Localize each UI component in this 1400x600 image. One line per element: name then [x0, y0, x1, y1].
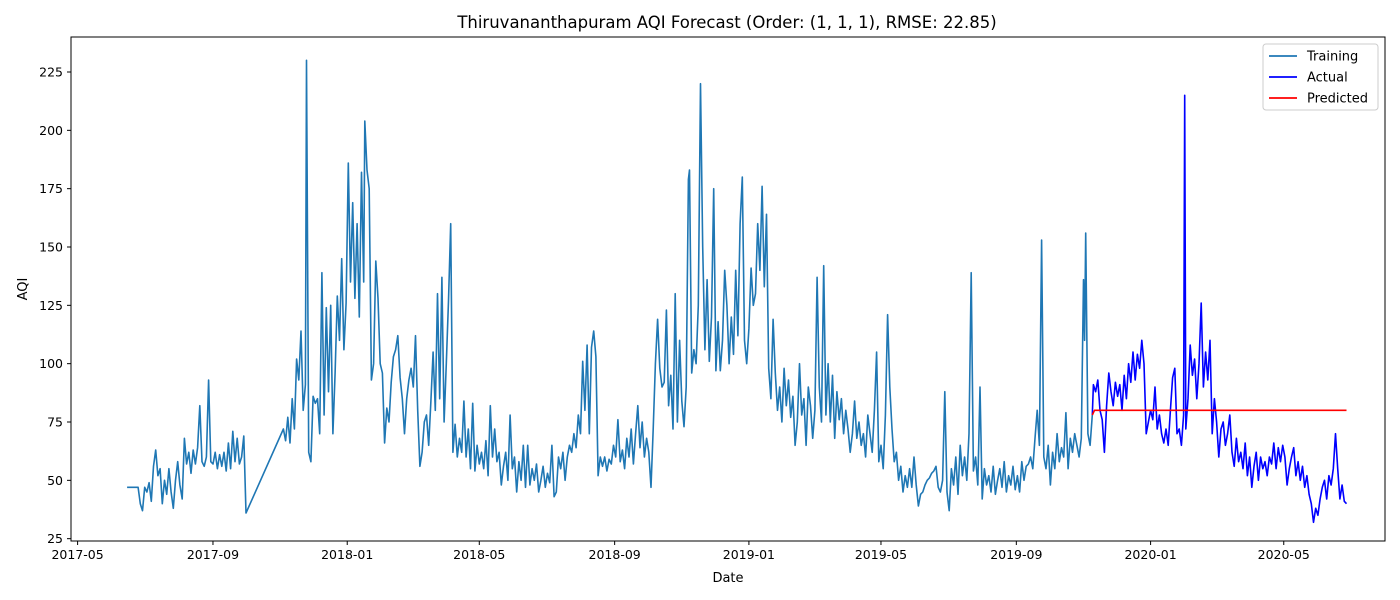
chart-title: Thiruvananthapuram AQI Forecast (Order: …	[456, 13, 996, 32]
y-tick-label: 225	[39, 65, 63, 80]
y-tick-label: 100	[39, 356, 63, 371]
y-tick-label: 75	[47, 415, 63, 430]
y-tick-label: 200	[39, 123, 63, 138]
series-line-training	[127, 59, 1094, 514]
series-layer	[127, 59, 1348, 524]
y-tick-label: 50	[47, 473, 63, 488]
x-tick-label: 2018-01	[321, 547, 373, 562]
x-tick-label: 2017-05	[51, 547, 103, 562]
legend-label-training: Training	[1306, 50, 1358, 65]
x-tick-label: 2019-01	[723, 547, 775, 562]
series-line-predicted	[1091, 409, 1347, 416]
x-tick-label: 2018-05	[453, 547, 505, 562]
y-tick-label: 150	[39, 240, 63, 255]
x-axis-title: Date	[712, 571, 743, 586]
y-tick-label: 175	[39, 181, 63, 196]
legend-label-predicted: Predicted	[1307, 92, 1368, 107]
x-tick-label: 2018-09	[589, 547, 641, 562]
x-tick-label: 2020-05	[1258, 547, 1310, 562]
x-tick-label: 2019-05	[855, 547, 907, 562]
legend-label-actual: Actual	[1307, 71, 1348, 86]
y-axis: 25 50 75 100 125 150 175 200 225	[39, 65, 71, 546]
x-tick-label: 2019-09	[990, 547, 1042, 562]
y-tick-label: 25	[47, 531, 63, 546]
x-tick-label: 2017-09	[187, 547, 239, 562]
series-line-actual	[1091, 94, 1348, 524]
legend: Training Actual Predicted	[1262, 43, 1379, 111]
y-tick-label: 125	[39, 298, 63, 313]
plot-area	[71, 37, 1385, 541]
y-axis-title: AQI	[16, 278, 31, 301]
plot-frame	[70, 36, 1386, 542]
legend-box	[1262, 43, 1379, 111]
x-axis: 2017-05 2017-09 2018-01 2018-05 2018-09 2019-…	[51, 541, 1310, 562]
x-tick-label: 2020-01	[1124, 547, 1176, 562]
